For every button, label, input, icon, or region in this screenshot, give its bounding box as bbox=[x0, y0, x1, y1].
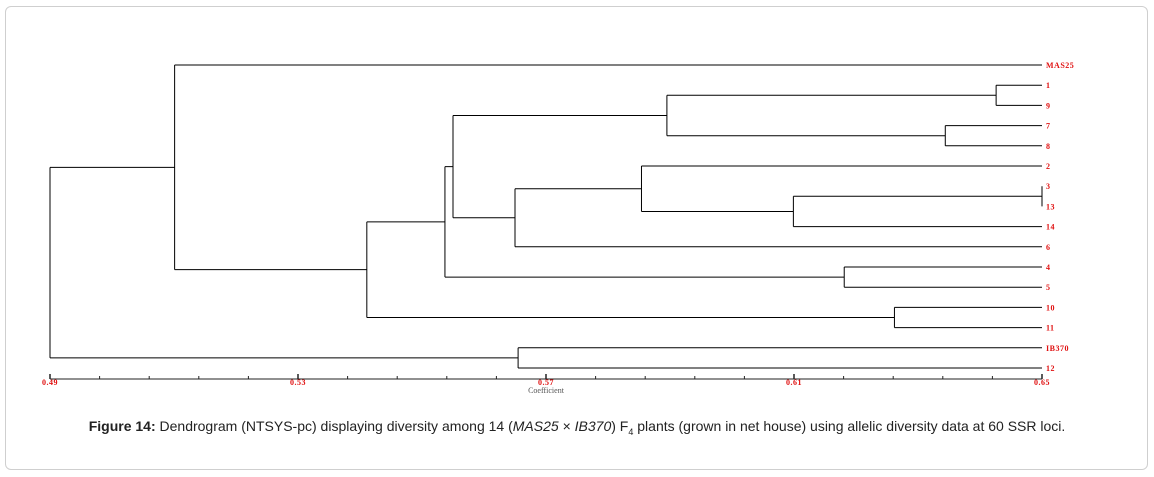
x-tick-label: 0.49 bbox=[42, 378, 58, 387]
figure-frame bbox=[5, 6, 1148, 470]
caption-cross-female: MAS25 bbox=[512, 418, 559, 434]
caption-text-3: plants (grown in net house) using alleli… bbox=[633, 418, 1066, 434]
leaf-label: 13 bbox=[1046, 202, 1055, 211]
caption-cross-male: IB370 bbox=[574, 418, 612, 434]
caption-label: Figure 14: bbox=[88, 418, 156, 434]
caption-cross-sep: × bbox=[558, 418, 575, 434]
leaf-label: 5 bbox=[1046, 283, 1051, 292]
leaf-label: 4 bbox=[1046, 263, 1051, 272]
x-axis: 0.49 0.53 0.57 0.61 0.65 bbox=[42, 374, 1050, 387]
dendrogram-chart: 0.49 0.53 0.57 0.61 0.65 MAS25 1 9 7 8 2 3 13 14 6 4 5 1… bbox=[42, 61, 1074, 395]
caption-text-1: Dendrogram (NTSYS-pc) displaying diversi… bbox=[155, 418, 513, 434]
leaf-label: 9 bbox=[1046, 101, 1051, 110]
leaf-label: 6 bbox=[1046, 243, 1051, 252]
leaf-label: MAS25 bbox=[1046, 61, 1074, 70]
leaf-label: 11 bbox=[1046, 324, 1055, 333]
leaf-label: 3 bbox=[1046, 182, 1051, 191]
leaf-label: 14 bbox=[1046, 223, 1055, 232]
figure-caption: Figure 14: Dendrogram (NTSYS-pc) display… bbox=[0, 418, 1154, 437]
leaf-label: 10 bbox=[1046, 303, 1055, 312]
leaf-labels: MAS25 1 9 7 8 2 3 13 14 6 4 5 10 11 IB370 12 bbox=[1046, 61, 1074, 373]
leaf-label: 7 bbox=[1046, 122, 1051, 131]
leaf-label: IB370 bbox=[1046, 344, 1069, 353]
leaf-label: 1 bbox=[1046, 81, 1051, 90]
x-tick-label: 0.65 bbox=[1034, 378, 1050, 387]
x-tick-label: 0.53 bbox=[290, 378, 306, 387]
leaf-label: 12 bbox=[1046, 364, 1055, 373]
x-tick-label: 0.57 bbox=[538, 378, 554, 387]
dendrogram-tree bbox=[49, 64, 1043, 369]
x-axis-title: Coefficient bbox=[528, 386, 565, 395]
leaf-label: 8 bbox=[1046, 142, 1051, 151]
x-tick-label: 0.61 bbox=[786, 378, 802, 387]
leaf-label: 2 bbox=[1046, 162, 1051, 171]
caption-text-2: ) F bbox=[611, 418, 629, 434]
caption-subscript: 4 bbox=[628, 426, 634, 437]
